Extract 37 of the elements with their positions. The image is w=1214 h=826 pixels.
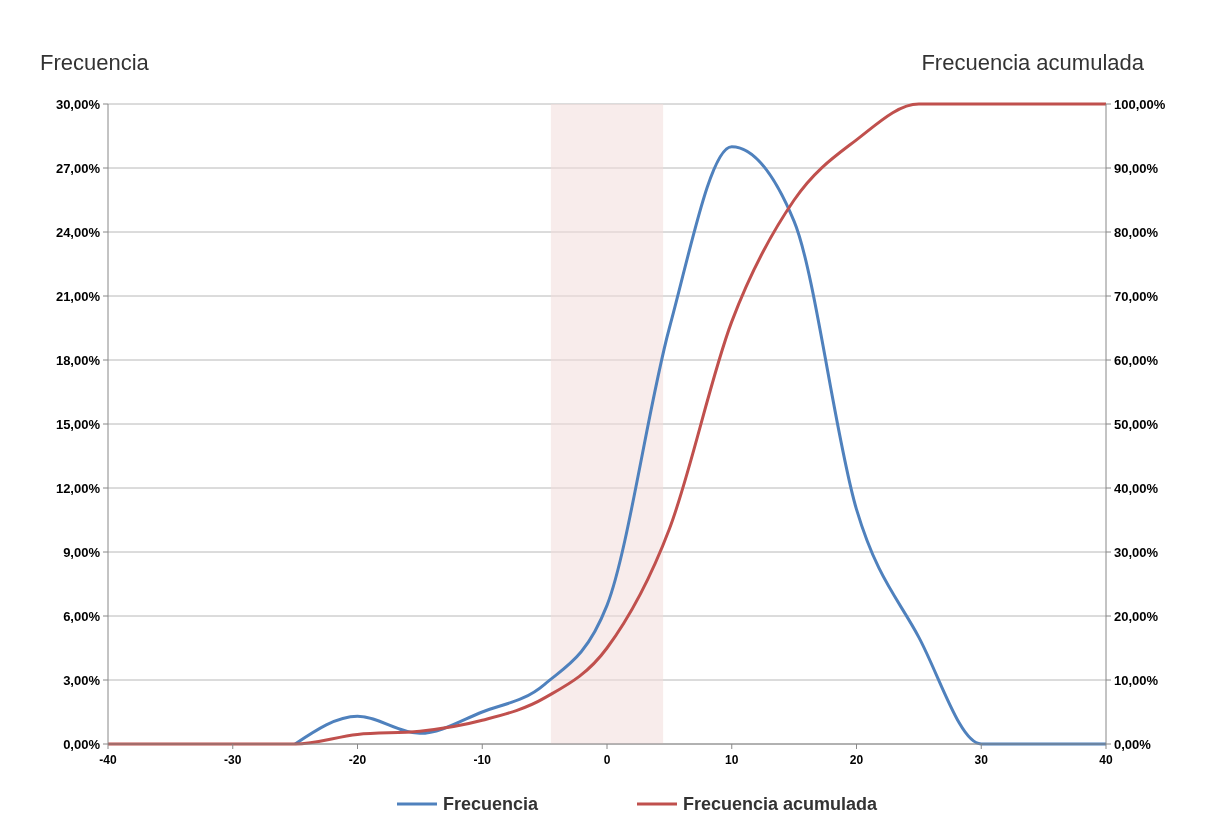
x-tick-label: 20 [849, 753, 864, 767]
x-tick-label: -40 [99, 753, 117, 767]
x-tick-label: -30 [224, 753, 242, 767]
legend-label: Frecuencia acumulada [683, 794, 879, 815]
y2-tick-label: 90,00% [1114, 160, 1159, 176]
line-series [106, 102, 1108, 746]
legend-label: Frecuencia [443, 794, 540, 815]
y-tick-label: 6,00% [63, 608, 101, 624]
y-tick-label: 27,00% [55, 160, 101, 176]
y2-tick-label: 50,00% [1114, 416, 1159, 432]
y-tick-label: 12,00% [55, 480, 101, 496]
y2-tick-label: 80,00% [1114, 224, 1159, 240]
y2-tick-label: 0,00% [1114, 736, 1152, 752]
y-tick-label: 24,00% [55, 224, 101, 240]
y-tick-label: 18,00% [55, 352, 101, 368]
y2-tick-label: 60,00% [1114, 352, 1159, 368]
y-tick-label: 30,00% [55, 96, 101, 112]
y2-tick-label: 100,00% [1114, 96, 1166, 112]
x-tick-label: 30 [974, 753, 989, 767]
y-tick-label: 0,00% [63, 736, 101, 752]
y-tick-label: 15,00% [55, 416, 101, 432]
y-tick-label: 3,00% [63, 672, 101, 688]
y2-tick-label: 10,00% [1114, 672, 1159, 688]
y2-tick-label: 20,00% [1114, 608, 1159, 624]
x-tick-label: -20 [348, 753, 367, 767]
y2-tick-label: 30,00% [1114, 544, 1159, 560]
x-tick-label: -10 [473, 753, 492, 767]
x-tick-label: 10 [725, 753, 739, 767]
y2-tick-label: 40,00% [1114, 480, 1159, 496]
y-tick-label: 9,00% [63, 544, 101, 560]
y2-axis-title: Frecuencia acumulada [921, 50, 1145, 75]
y-tick-label: 21,00% [55, 288, 101, 304]
y2-tick-label: 70,00% [1114, 288, 1159, 304]
y-axis-title: Frecuencia [40, 50, 150, 75]
x-tick-label: 0 [603, 753, 611, 767]
line-series [293, 145, 1108, 746]
x-tick-label: 40 [1099, 753, 1113, 767]
